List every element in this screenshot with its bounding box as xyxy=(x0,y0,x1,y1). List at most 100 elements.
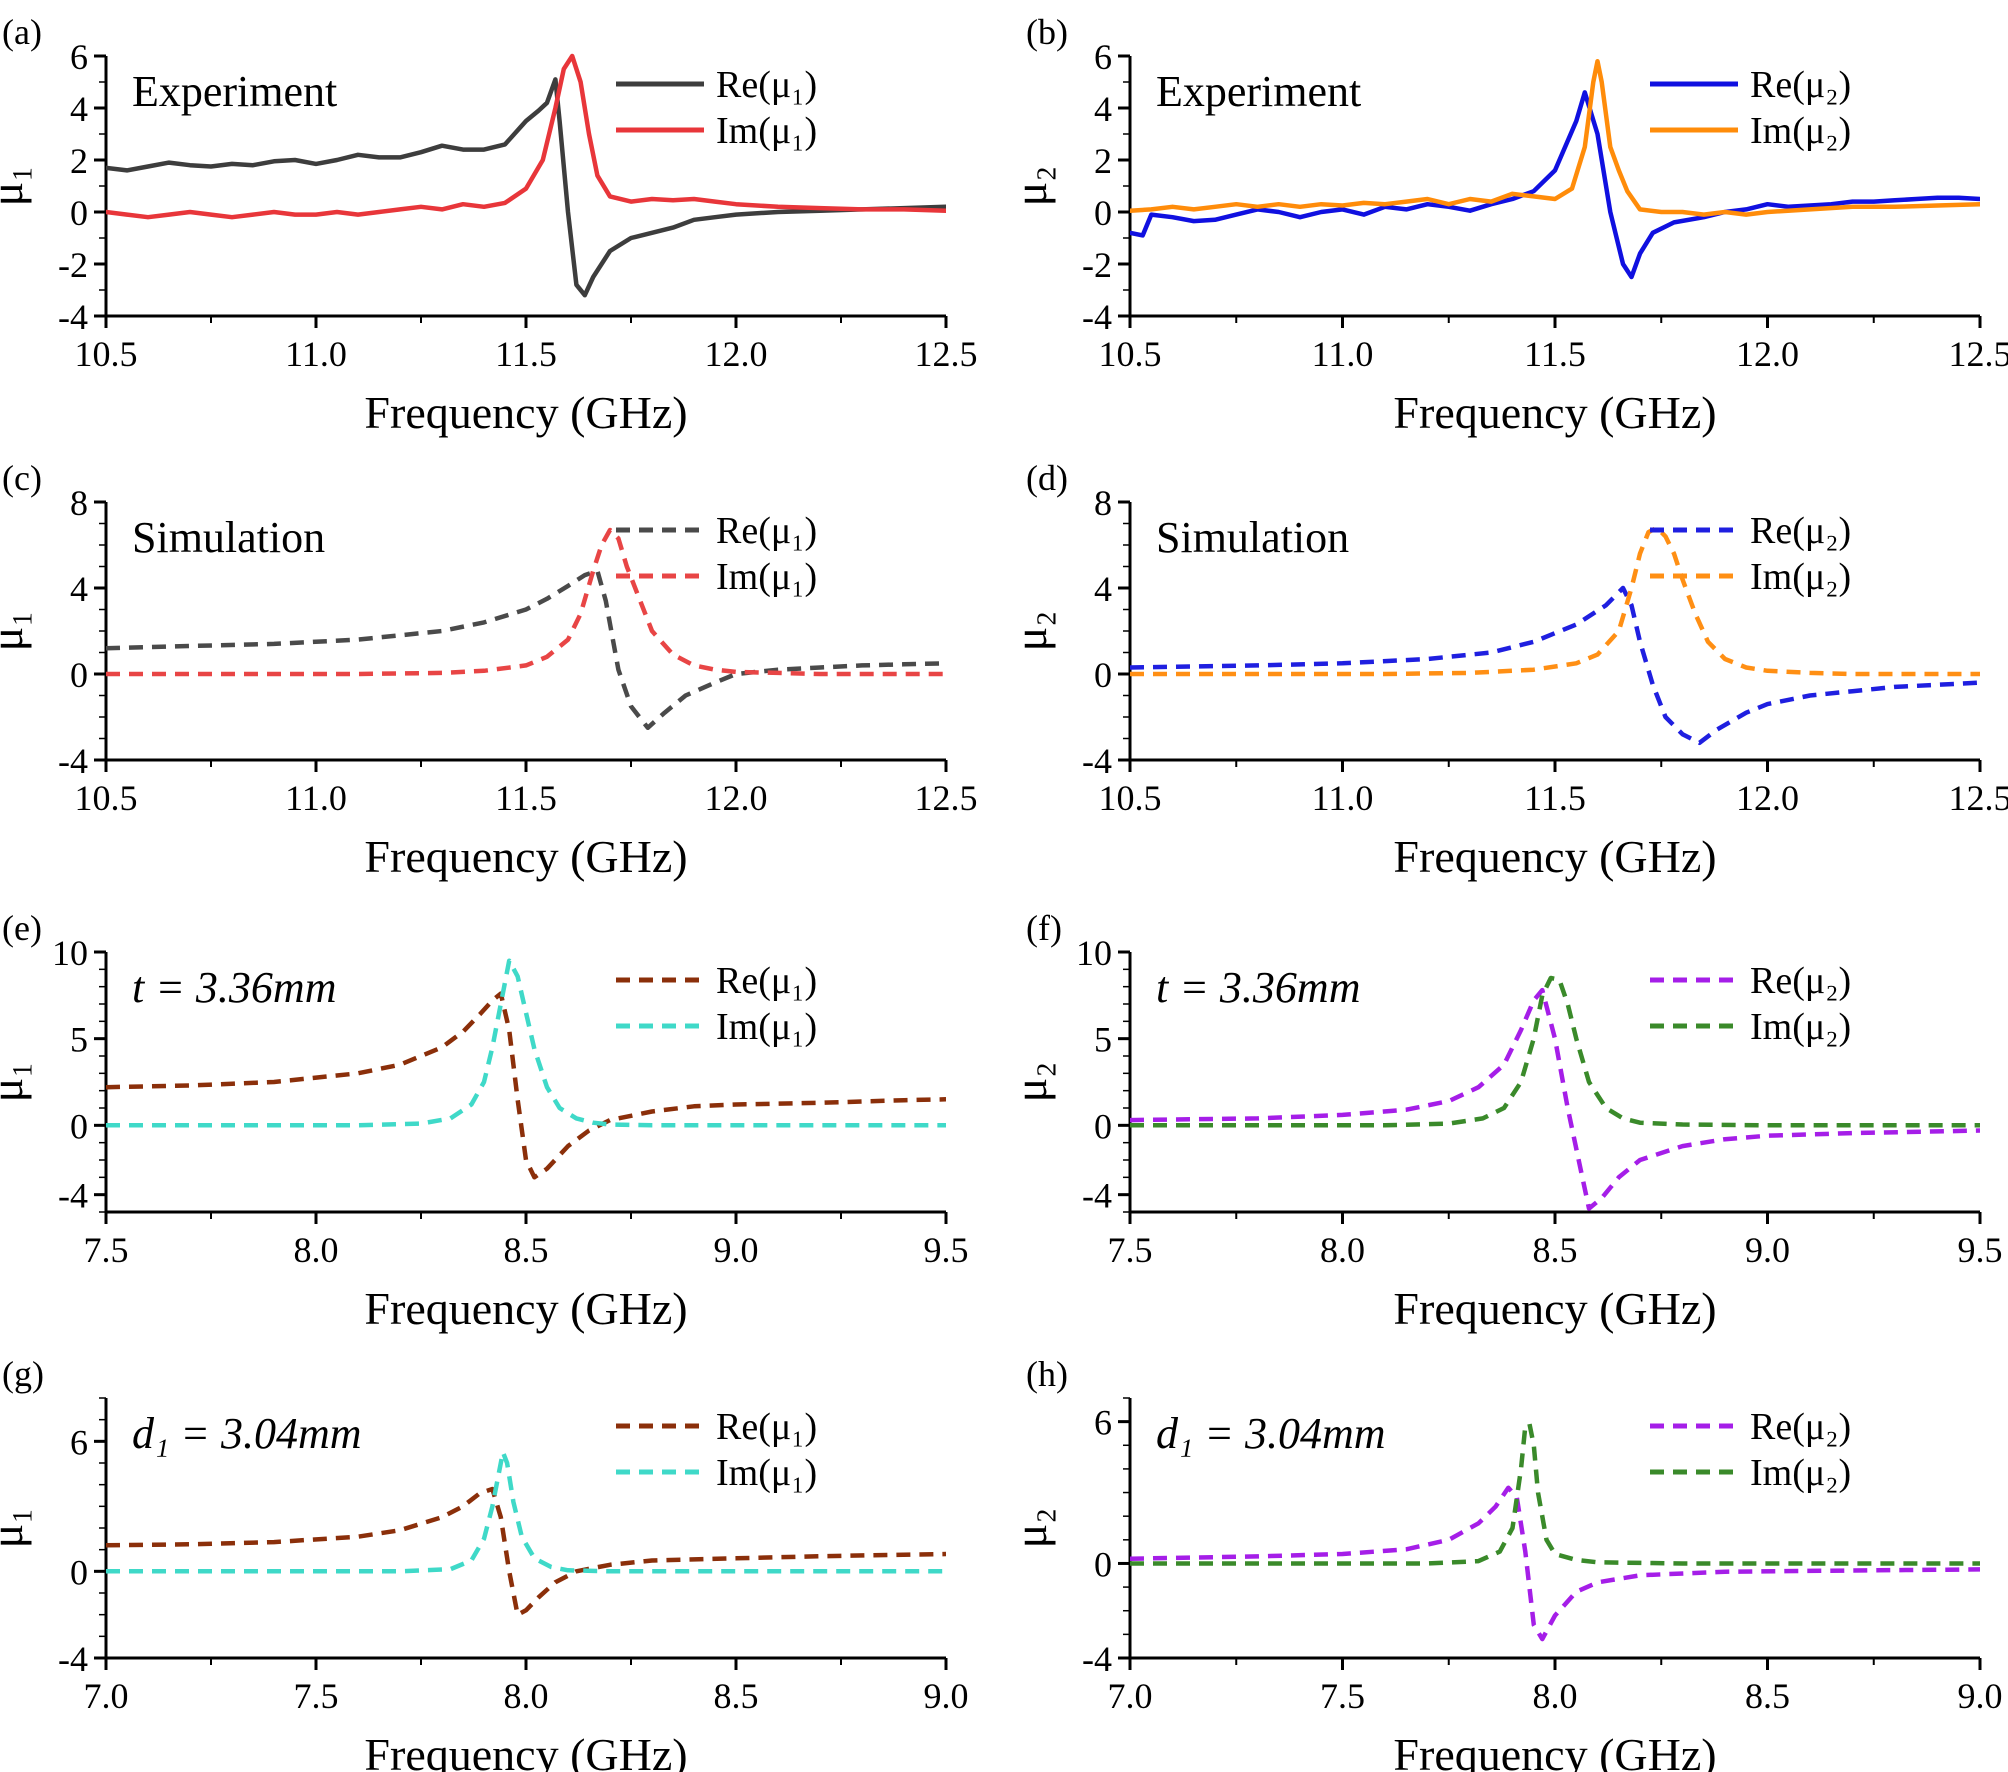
panel-label: (c) xyxy=(2,458,42,498)
x-tick-label: 12.5 xyxy=(915,334,978,374)
x-tick-label: 12.5 xyxy=(1949,778,2008,818)
panel-annotation: t = 3.36mm xyxy=(132,963,336,1012)
x-axis-title: Frequency (GHz) xyxy=(364,387,687,438)
y-tick-label: 0 xyxy=(1094,193,1112,233)
x-tick-label: 8.0 xyxy=(294,1230,339,1270)
panel-e: 7.5 8.0 8.5 9.0 9.5 -4 0 5 10 Frequency (GHz) μ₁ (e… xyxy=(0,908,969,1334)
panel-annotation: Simulation xyxy=(1156,513,1349,562)
y-tick-label: 10 xyxy=(1076,933,1112,973)
x-tick-label: 8.0 xyxy=(1533,1676,1578,1716)
panel-g: 7.0 7.5 8.0 8.5 9.0 -4 0 6 Frequency (GHz) μ₁ (g) d… xyxy=(0,1354,969,1772)
panel-b: 10.5 11.0 11.5 12.0 12.5 -4 -2 0 2 4 6 Frequency (G… xyxy=(1005,12,2008,438)
x-tick-label: 7.0 xyxy=(84,1676,129,1716)
series-line xyxy=(1130,58,1980,217)
x-tick-label: 8.5 xyxy=(1533,1230,1578,1270)
x-tick-label: 12.0 xyxy=(1736,778,1799,818)
legend-label: Im(μ₂) xyxy=(1750,110,1851,152)
x-tick-label: 7.5 xyxy=(84,1230,129,1270)
series-line xyxy=(1130,525,1980,677)
legend-label: Im(μ₁) xyxy=(716,1452,817,1494)
x-tick-label: 9.0 xyxy=(1958,1676,2003,1716)
legend-label: Re(μ₂) xyxy=(1750,510,1851,552)
legend-label: Re(μ₂) xyxy=(1750,64,1851,106)
x-axis-title: Frequency (GHz) xyxy=(364,1283,687,1334)
y-axis-title: μ₂ xyxy=(1005,611,1056,652)
panel-annotation: Experiment xyxy=(1156,67,1361,116)
panel-label: (a) xyxy=(2,12,42,52)
series-line xyxy=(106,568,946,731)
y-axis-title: μ₂ xyxy=(1005,166,1056,207)
panel-a: 10.5 11.0 11.5 12.0 12.5 -4 -2 0 2 4 6 Frequency (G… xyxy=(0,12,978,438)
x-tick-label: 8.0 xyxy=(1320,1230,1365,1270)
panel-label: (g) xyxy=(2,1354,44,1394)
y-tick-label: 5 xyxy=(1094,1020,1112,1060)
x-tick-label: 8.5 xyxy=(1745,1676,1790,1716)
panel-h: 7.0 7.5 8.0 8.5 9.0 -4 0 6 Frequency (GHz) μ₂ (h) d… xyxy=(1005,1354,2003,1772)
legend-label: Im(μ₁) xyxy=(716,556,817,598)
x-axis-title: Frequency (GHz) xyxy=(1393,1283,1716,1334)
series-line xyxy=(106,991,946,1180)
x-axis-title: Frequency (GHz) xyxy=(1393,387,1716,438)
y-tick-label: 4 xyxy=(1094,89,1112,129)
x-tick-label: 12.5 xyxy=(1949,334,2008,374)
y-tick-label: 4 xyxy=(70,89,88,129)
x-tick-label: 10.5 xyxy=(75,334,138,374)
y-axis-title: μ₂ xyxy=(1005,1062,1056,1103)
y-tick-label: 8 xyxy=(1094,483,1112,523)
legend-label: Im(μ₂) xyxy=(1750,556,1851,598)
y-tick-label: -4 xyxy=(1082,1639,1112,1679)
x-axis-title: Frequency (GHz) xyxy=(1393,831,1716,882)
x-tick-label: 9.5 xyxy=(1958,1230,2003,1270)
y-tick-label: -2 xyxy=(1082,245,1112,285)
y-tick-label: -2 xyxy=(58,245,88,285)
series-line xyxy=(1130,1485,1980,1642)
legend-label: Re(μ₁) xyxy=(716,1406,817,1448)
x-tick-label: 7.0 xyxy=(1108,1676,1153,1716)
series-line xyxy=(106,53,946,220)
panel-c: 10.5 11.0 11.5 12.0 12.5 -4 0 4 8 Frequency (GHz)… xyxy=(0,458,978,882)
y-tick-label: 6 xyxy=(1094,1403,1112,1443)
x-tick-label: 12.0 xyxy=(1736,334,1799,374)
y-tick-label: 0 xyxy=(1094,1544,1112,1584)
panel-annotation: t = 3.36mm xyxy=(1156,963,1360,1012)
x-tick-label: 9.0 xyxy=(714,1230,759,1270)
y-tick-label: 0 xyxy=(70,1106,88,1146)
x-tick-label: 7.5 xyxy=(294,1676,339,1716)
panel-label: (e) xyxy=(2,908,42,948)
x-tick-label: 8.0 xyxy=(504,1676,549,1716)
x-tick-label: 8.5 xyxy=(504,1230,549,1270)
series-line xyxy=(1130,90,1980,280)
y-axis-title: μ₁ xyxy=(0,1508,32,1549)
series-line xyxy=(1130,1421,1980,1566)
x-axis-title: Frequency (GHz) xyxy=(1393,1729,1716,1772)
panel-annotation: Experiment xyxy=(132,67,337,116)
y-axis-title: μ₂ xyxy=(1005,1508,1056,1549)
y-tick-label: -4 xyxy=(58,297,88,337)
x-tick-label: 12.0 xyxy=(705,778,768,818)
panel-d: 10.5 11.0 11.5 12.0 12.5 -4 0 4 8 Frequency (GHz)… xyxy=(1005,458,2008,882)
y-tick-label: 10 xyxy=(52,933,88,973)
y-axis-title: μ₁ xyxy=(0,611,32,652)
panel-label: (f) xyxy=(1026,908,1062,948)
y-tick-label: 4 xyxy=(70,569,88,609)
x-tick-label: 11.5 xyxy=(1524,778,1586,818)
x-tick-label: 12.5 xyxy=(915,778,978,818)
series-line xyxy=(106,77,946,298)
panel-label: (b) xyxy=(1026,12,1068,52)
panel-annotation: Simulation xyxy=(132,513,325,562)
legend-label: Re(μ₁) xyxy=(716,960,817,1002)
series-line xyxy=(1130,975,1980,1128)
y-axis-title: μ₁ xyxy=(0,166,32,207)
legend-label: Re(μ₁) xyxy=(716,64,817,106)
x-tick-label: 9.5 xyxy=(924,1230,969,1270)
x-tick-label: 10.5 xyxy=(1099,334,1162,374)
series-line xyxy=(106,527,946,677)
x-tick-label: 7.5 xyxy=(1320,1676,1365,1716)
series-line xyxy=(1130,987,1980,1211)
x-tick-label: 8.5 xyxy=(714,1676,759,1716)
x-tick-label: 7.5 xyxy=(1108,1230,1153,1270)
x-axis-title: Frequency (GHz) xyxy=(364,831,687,882)
legend-label: Im(μ₂) xyxy=(1750,1452,1851,1494)
x-tick-label: 11.0 xyxy=(1312,778,1374,818)
